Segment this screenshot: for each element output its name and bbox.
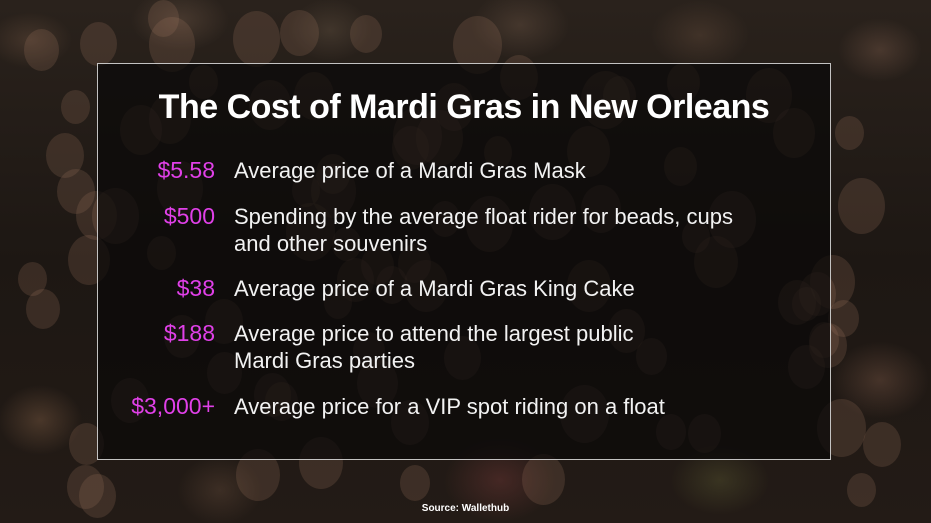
crowd-head-shape (835, 116, 864, 150)
cost-description-line: Average price of a Mardi Gras Mask (234, 158, 586, 183)
crowd-head-shape (400, 465, 430, 501)
cost-price: $188 (163, 320, 215, 346)
crowd-head-shape (61, 90, 90, 124)
crowd-head-shape (24, 29, 59, 71)
cost-description-line: Mardi Gras parties (234, 348, 415, 373)
cost-price: $3,000+ (131, 393, 215, 419)
crowd-head-shape (67, 465, 104, 509)
cost-description: Average price for a VIP spot riding on a… (234, 393, 794, 420)
crowd-head-shape (18, 262, 47, 296)
crowd-head-shape (847, 473, 876, 507)
cost-description: Average price of a Mardi Gras King Cake (234, 275, 794, 302)
crowd-head-shape (148, 0, 179, 37)
cost-description-line: Average price for a VIP spot riding on a… (234, 394, 665, 419)
crowd-head-shape (26, 289, 60, 329)
cost-description: Average price of a Mardi Gras Mask (234, 157, 794, 184)
cost-description-line: Average price of a Mardi Gras King Cake (234, 276, 635, 301)
cost-item: $38 Average price of a Mardi Gras King C… (98, 275, 794, 302)
crowd-head-shape (350, 15, 382, 53)
cost-description-line: Average price to attend the largest publ… (234, 321, 634, 346)
cost-description-line: and other souvenirs (234, 231, 428, 256)
infographic-title: The Cost of Mardi Gras in New Orleans (158, 88, 770, 126)
crowd-head-shape (863, 422, 901, 467)
cost-description: Spending by the average float rider for … (234, 203, 794, 257)
crowd-head-shape (80, 22, 117, 66)
cost-item: $188 Average price to attend the largest… (98, 320, 794, 374)
cost-description: Average price to attend the largest publ… (234, 320, 794, 374)
info-panel: The Cost of Mardi Gras in New Orleans $5… (97, 63, 831, 460)
cost-price: $5.58 (157, 157, 215, 183)
crowd-head-shape (838, 178, 885, 234)
crowd-head-shape (46, 133, 84, 178)
crowd-head-shape (57, 169, 95, 214)
crowd-head-shape (79, 474, 116, 518)
crowd-head-shape (280, 10, 319, 56)
source-credit: Source: Wallethub (421, 503, 510, 514)
cost-price: $38 (176, 275, 215, 301)
cost-item: $500 Spending by the average float rider… (98, 203, 794, 257)
crowd-head-shape (233, 11, 280, 67)
crowd-head-shape (828, 300, 859, 337)
cost-description-line: Spending by the average float rider for … (234, 204, 733, 229)
cost-price: $500 (163, 203, 215, 229)
crowd-head-shape (522, 454, 565, 505)
crowd-head-shape (149, 17, 195, 72)
cost-item: $5.58 Average price of a Mardi Gras Mask (98, 157, 794, 184)
cost-item: $3,000+ Average price for a VIP spot rid… (98, 393, 794, 420)
